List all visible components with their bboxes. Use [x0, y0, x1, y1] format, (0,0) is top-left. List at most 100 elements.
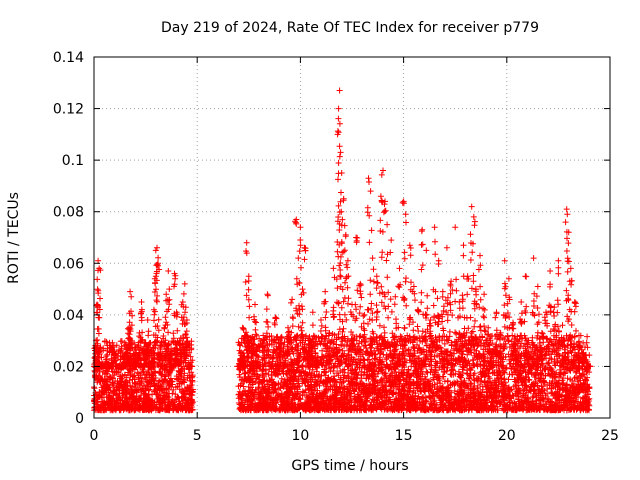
- data-point: [142, 403, 149, 409]
- data-point: [175, 394, 182, 401]
- data-point: [147, 400, 154, 407]
- data-point: [132, 341, 138, 348]
- data-point: [357, 333, 364, 339]
- data-point: [143, 387, 149, 394]
- data-point: [343, 341, 350, 348]
- data-point: [161, 377, 168, 384]
- data-point: [112, 406, 119, 413]
- data-point: [102, 370, 108, 376]
- data-point: [121, 371, 128, 378]
- data-point: [448, 339, 455, 346]
- data-point: [151, 388, 158, 394]
- data-point: [118, 338, 125, 345]
- data-point: [186, 372, 193, 379]
- data-point: [189, 373, 196, 380]
- data-point: [155, 407, 162, 414]
- data-points: [91, 87, 594, 414]
- data-point: [110, 390, 117, 397]
- data-point: [145, 406, 152, 413]
- data-point: [146, 386, 153, 393]
- data-point: [127, 369, 134, 376]
- data-point: [117, 347, 124, 354]
- data-point: [94, 367, 101, 374]
- data-point: [168, 399, 175, 406]
- data-point: [187, 353, 194, 360]
- data-point: [107, 342, 114, 349]
- data-point: [91, 400, 98, 407]
- data-point: [556, 353, 563, 359]
- data-point: [103, 353, 110, 360]
- data-point: [124, 396, 131, 403]
- data-point: [151, 401, 158, 408]
- data-point: [177, 370, 184, 377]
- data-point: [441, 340, 448, 347]
- data-point: [138, 379, 145, 386]
- data-point: [149, 405, 156, 412]
- data-point: [167, 375, 174, 382]
- data-point: [189, 357, 196, 364]
- data-point: [176, 398, 183, 405]
- data-point: [188, 369, 195, 376]
- data-point: [130, 395, 136, 402]
- data-point: [148, 347, 155, 354]
- data-point: [165, 386, 172, 393]
- data-point: [135, 375, 142, 382]
- data-point: [156, 404, 163, 410]
- data-point: [188, 346, 195, 353]
- data-point: [122, 379, 129, 386]
- data-point: [114, 380, 121, 387]
- data-point: [183, 387, 190, 394]
- data-point: [341, 366, 348, 373]
- data-point: [102, 338, 108, 345]
- data-point: [135, 396, 142, 403]
- data-point: [125, 407, 132, 414]
- data-point: [120, 403, 127, 410]
- data-point: [417, 370, 424, 377]
- data-point: [163, 390, 170, 397]
- data-point: [127, 390, 134, 396]
- data-point: [107, 374, 114, 381]
- data-point: [127, 403, 134, 410]
- data-point: [159, 405, 166, 412]
- data-point: [178, 389, 185, 396]
- data-point: [157, 396, 164, 403]
- data-point: [181, 391, 188, 398]
- data-point: [104, 347, 111, 354]
- data-point: [169, 390, 176, 397]
- data-point: [158, 386, 164, 393]
- data-point: [511, 333, 518, 340]
- data-point: [110, 375, 116, 382]
- data-point: [171, 399, 178, 406]
- data-point: [174, 383, 181, 390]
- data-point: [188, 406, 195, 413]
- data-point: [110, 343, 117, 350]
- data-point: [185, 397, 191, 404]
- data-point: [118, 343, 125, 350]
- data-point: [164, 403, 171, 410]
- data-point: [278, 375, 285, 382]
- data-point: [131, 406, 137, 413]
- data-point: [149, 391, 156, 398]
- data-point: [141, 395, 148, 402]
- data-point: [147, 339, 154, 346]
- data-point: [113, 342, 120, 349]
- data-point: [163, 385, 170, 392]
- data-point: [188, 382, 195, 388]
- data-point: [155, 349, 161, 356]
- data-point: [490, 369, 497, 376]
- data-point: [95, 407, 102, 413]
- data-point: [109, 379, 116, 386]
- data-point: [136, 402, 143, 409]
- data-point: [92, 372, 99, 379]
- data-point: [154, 361, 161, 368]
- data-point: [129, 399, 136, 406]
- data-point: [189, 378, 196, 385]
- data-point: [380, 361, 387, 368]
- data-point: [163, 407, 169, 414]
- data-point: [105, 405, 112, 412]
- data-point: [94, 379, 101, 386]
- data-point: [97, 404, 103, 410]
- data-point: [154, 383, 161, 390]
- data-point: [102, 401, 109, 408]
